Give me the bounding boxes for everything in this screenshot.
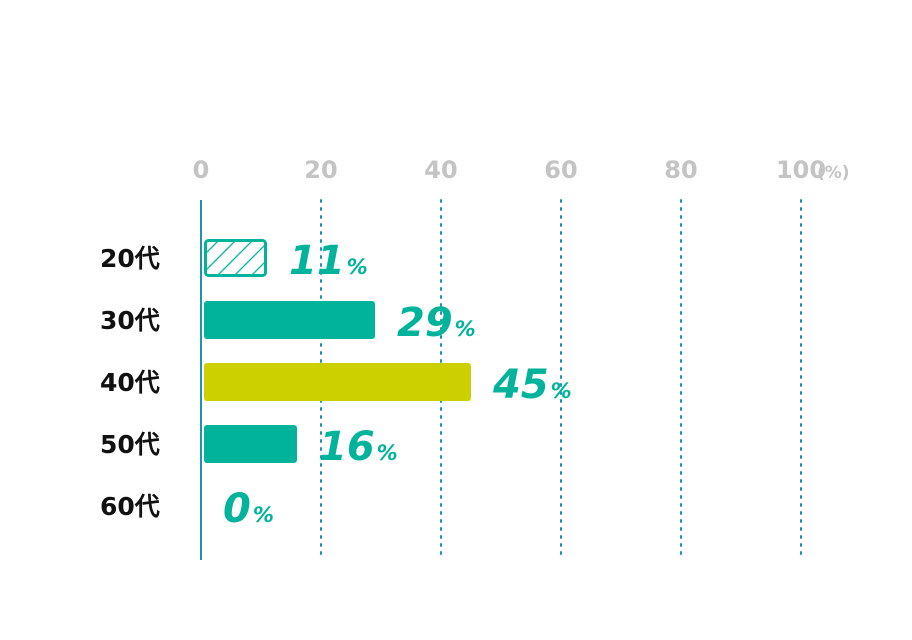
- bars: [204, 239, 471, 463]
- value-label: 0%: [223, 486, 274, 532]
- x-tick-label: 0: [193, 156, 210, 184]
- x-tick-label: 40: [424, 156, 457, 184]
- category-label: 60代: [100, 492, 160, 521]
- category-label: 20代: [100, 244, 160, 273]
- category-label: 40代: [100, 368, 160, 397]
- value-number: 29: [397, 300, 453, 346]
- value-percent-sign: %: [347, 255, 368, 279]
- value-number: 11: [289, 238, 345, 284]
- value-percent-sign: %: [455, 317, 476, 341]
- x-tick-label: 100: [776, 156, 826, 184]
- bar: [204, 301, 375, 339]
- x-axis: 0 20 40 60 80 100(%): [193, 156, 850, 560]
- value-number: 45: [492, 362, 549, 408]
- value-label: 16%: [319, 424, 398, 470]
- value-number: 0: [223, 486, 251, 532]
- value-percent-sign: %: [253, 503, 274, 527]
- bar: [204, 363, 471, 401]
- value-percent-sign: %: [377, 441, 398, 465]
- value-number: 16: [319, 424, 375, 470]
- x-tick-label: 80: [664, 156, 697, 184]
- category-labels: 20代 30代 40代 50代 60代: [100, 244, 160, 521]
- value-labels: 11%29%45%16%0%: [223, 238, 572, 532]
- bar: [204, 239, 267, 277]
- category-label: 30代: [100, 306, 160, 335]
- x-tick-label: 20: [304, 156, 337, 184]
- value-percent-sign: %: [551, 379, 572, 403]
- value-label: 29%: [397, 300, 476, 346]
- bar: [204, 425, 297, 463]
- value-label: 45%: [492, 362, 572, 408]
- x-tick-label: 60: [544, 156, 577, 184]
- category-label: 50代: [100, 430, 160, 459]
- x-axis-unit-label: (%): [817, 163, 850, 183]
- value-label: 11%: [289, 238, 368, 284]
